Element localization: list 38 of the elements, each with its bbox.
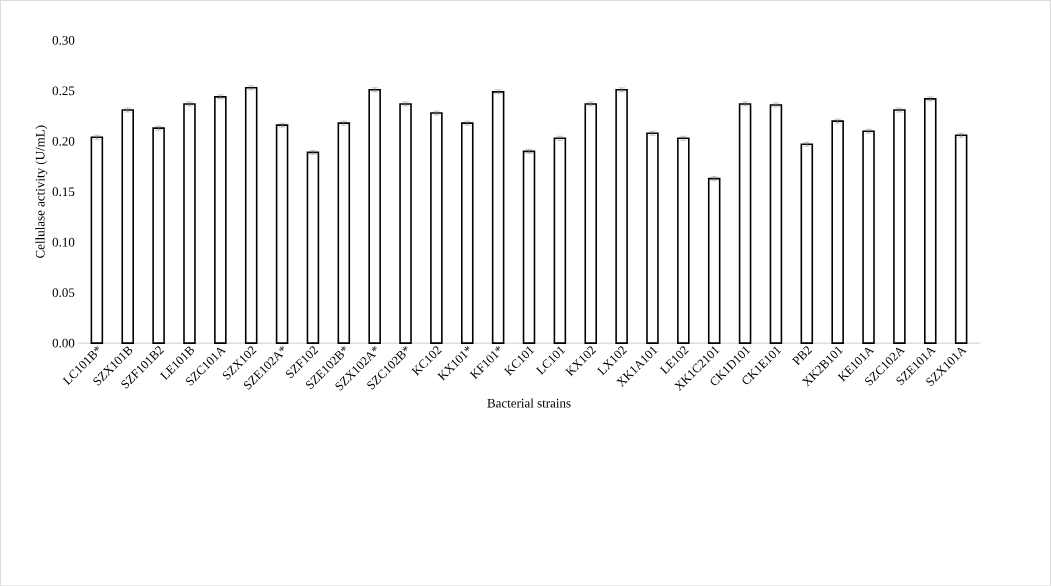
- bar: [707, 177, 721, 344]
- bar: [954, 134, 968, 344]
- bar: [90, 136, 104, 344]
- y-tick-label: 0.30: [52, 35, 75, 45]
- bar: [460, 122, 474, 344]
- x-axis-title: Bacterial strains: [487, 398, 571, 408]
- bar: [924, 97, 937, 344]
- bar: [677, 137, 690, 344]
- bar: [121, 109, 135, 344]
- bar: [368, 88, 381, 344]
- y-tick-label: 0.25: [52, 86, 75, 96]
- y-tick-label: 0.15: [52, 187, 75, 196]
- bar: [615, 88, 628, 344]
- y-tick-label: 0.20: [52, 136, 75, 146]
- bar: [399, 102, 412, 344]
- bar: [491, 90, 505, 344]
- y-tick-label: 0.05: [52, 288, 75, 297]
- bar: [214, 95, 227, 344]
- bar: [893, 109, 906, 344]
- bar: [244, 86, 258, 344]
- bar: [800, 143, 814, 344]
- bar: [430, 112, 443, 344]
- bar: [306, 151, 320, 344]
- bar: [183, 102, 196, 344]
- y-tick-label: 0.00: [52, 338, 75, 348]
- bar: [862, 130, 875, 344]
- bar: [584, 102, 598, 344]
- y-tick-label: 0.10: [52, 237, 75, 247]
- bar: [831, 120, 844, 344]
- bar: [275, 124, 289, 344]
- bar: [152, 127, 165, 344]
- bar: [337, 122, 351, 344]
- bar: [553, 137, 567, 344]
- y-axis-title: Cellulase activity (U/mL): [35, 125, 48, 258]
- bar: [738, 102, 752, 344]
- bar: [522, 150, 536, 344]
- bar: [646, 132, 659, 344]
- bar: [769, 103, 783, 344]
